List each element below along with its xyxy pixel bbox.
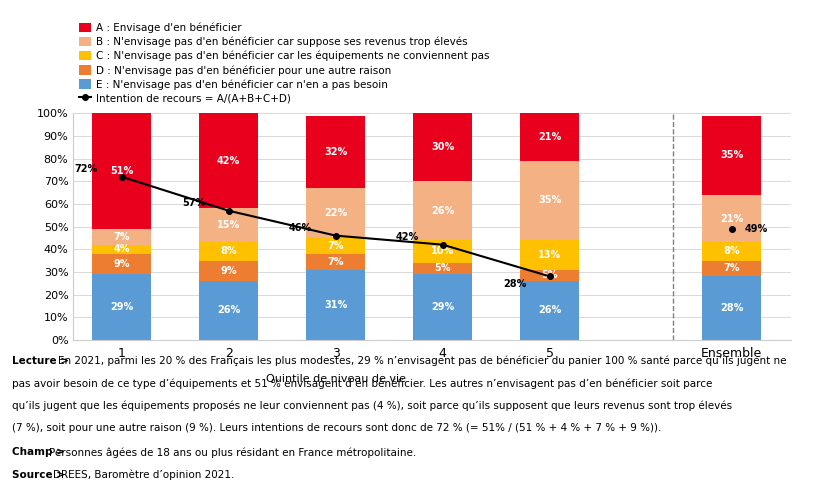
Bar bbox=[413, 113, 472, 181]
Bar bbox=[92, 113, 151, 229]
Text: 26%: 26% bbox=[217, 306, 240, 315]
Text: 4%: 4% bbox=[113, 244, 130, 254]
Text: 32%: 32% bbox=[324, 147, 347, 157]
Text: 30%: 30% bbox=[431, 142, 454, 152]
Text: Champ >: Champ > bbox=[12, 447, 68, 457]
Bar bbox=[306, 116, 365, 188]
Bar bbox=[520, 161, 579, 240]
Bar bbox=[306, 238, 365, 254]
Text: 49%: 49% bbox=[745, 224, 768, 234]
Text: 5%: 5% bbox=[434, 264, 451, 273]
Bar bbox=[703, 116, 761, 195]
Bar bbox=[413, 274, 472, 340]
Text: Personnes âgées de 18 ans ou plus résidant en France métropolitaine.: Personnes âgées de 18 ans ou plus résida… bbox=[49, 447, 416, 457]
Text: 28%: 28% bbox=[503, 279, 526, 289]
Bar bbox=[306, 269, 365, 340]
Text: 21%: 21% bbox=[720, 214, 743, 224]
Text: En 2021, parmi les 20 % des Français les plus modestes, 29 % n’envisagent pas de: En 2021, parmi les 20 % des Français les… bbox=[58, 356, 786, 366]
Text: 35%: 35% bbox=[720, 150, 743, 160]
Bar bbox=[199, 260, 258, 281]
Text: Source >: Source > bbox=[12, 469, 68, 480]
Text: 10%: 10% bbox=[431, 246, 454, 256]
Text: 28%: 28% bbox=[720, 303, 743, 313]
Text: 29%: 29% bbox=[431, 302, 454, 312]
Bar bbox=[520, 269, 579, 281]
Text: 7%: 7% bbox=[724, 264, 740, 273]
Bar bbox=[520, 281, 579, 340]
Text: 7%: 7% bbox=[113, 232, 130, 242]
Text: Lecture >: Lecture > bbox=[12, 356, 73, 366]
Text: 42%: 42% bbox=[396, 232, 419, 242]
Bar bbox=[199, 208, 258, 242]
Text: 22%: 22% bbox=[324, 208, 347, 218]
Bar bbox=[703, 260, 761, 276]
Bar bbox=[520, 240, 579, 269]
Text: 15%: 15% bbox=[217, 220, 240, 230]
Text: 35%: 35% bbox=[538, 196, 562, 205]
Text: 42%: 42% bbox=[217, 156, 240, 166]
Bar bbox=[306, 188, 365, 238]
Text: pas avoir besoin de ce type d’équipements et 51 % envisagent d’en bénéficier. Le: pas avoir besoin de ce type d’équipement… bbox=[12, 378, 712, 388]
Bar bbox=[306, 254, 365, 269]
Text: 13%: 13% bbox=[538, 250, 562, 260]
Text: 8%: 8% bbox=[724, 246, 740, 256]
Text: 7%: 7% bbox=[328, 241, 344, 251]
Text: 7%: 7% bbox=[328, 256, 344, 267]
Text: 57%: 57% bbox=[182, 199, 205, 208]
Bar bbox=[703, 195, 761, 242]
Legend: A : Envisage d'en bénéficier, B : N'envisage pas d'en bénéficier car suppose ses: A : Envisage d'en bénéficier, B : N'envi… bbox=[78, 23, 490, 104]
Text: DREES, Baromètre d’opinion 2021.: DREES, Baromètre d’opinion 2021. bbox=[54, 469, 235, 480]
Bar bbox=[413, 263, 472, 274]
Bar bbox=[92, 274, 151, 340]
Bar bbox=[413, 240, 472, 263]
Text: 26%: 26% bbox=[538, 306, 562, 315]
Text: 21%: 21% bbox=[538, 132, 562, 142]
Bar bbox=[199, 281, 258, 340]
Text: 8%: 8% bbox=[220, 246, 237, 256]
Text: 5%: 5% bbox=[541, 270, 558, 280]
Bar bbox=[92, 254, 151, 274]
Bar bbox=[703, 242, 761, 260]
Bar bbox=[520, 113, 579, 161]
Text: qu’ils jugent que les équipements proposés ne leur conviennent pas (4 %), soit p: qu’ils jugent que les équipements propos… bbox=[12, 401, 733, 411]
Text: 72%: 72% bbox=[75, 164, 98, 174]
Bar bbox=[413, 181, 472, 240]
Bar bbox=[199, 242, 258, 260]
Bar bbox=[703, 276, 761, 340]
Text: (7 %), soit pour une autre raison (9 %). Leurs intentions de recours sont donc d: (7 %), soit pour une autre raison (9 %).… bbox=[12, 423, 662, 433]
Text: 9%: 9% bbox=[113, 259, 130, 269]
Bar bbox=[92, 229, 151, 245]
Bar bbox=[199, 113, 258, 208]
Text: 29%: 29% bbox=[110, 302, 133, 312]
Text: 9%: 9% bbox=[220, 266, 237, 276]
Text: 51%: 51% bbox=[110, 166, 133, 176]
Text: 31%: 31% bbox=[324, 300, 347, 310]
Bar bbox=[92, 245, 151, 254]
Text: 46%: 46% bbox=[289, 223, 312, 233]
Text: 26%: 26% bbox=[431, 206, 454, 215]
Text: Quintile de niveau de vie: Quintile de niveau de vie bbox=[266, 374, 406, 384]
